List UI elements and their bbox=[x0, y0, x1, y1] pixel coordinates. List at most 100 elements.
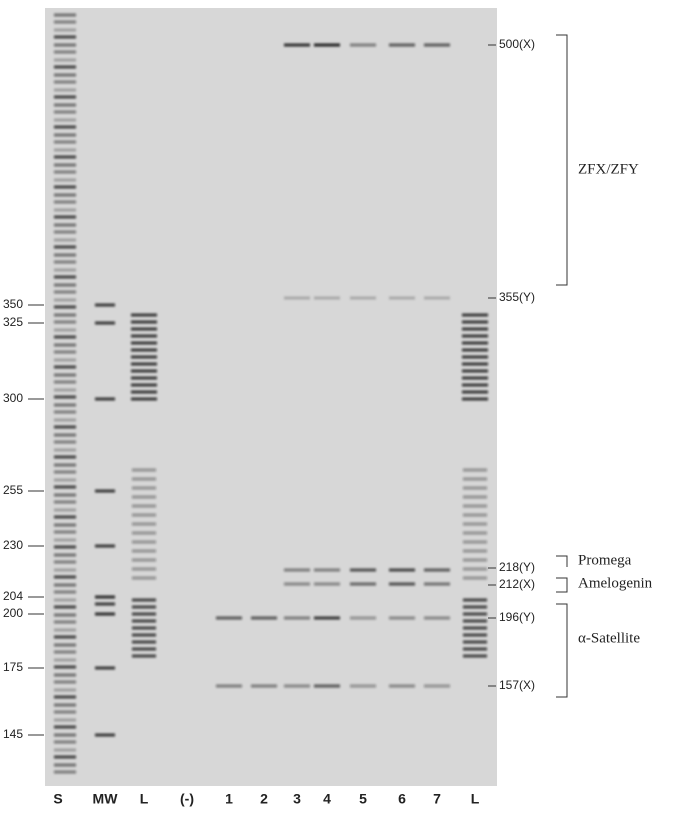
band bbox=[54, 335, 76, 339]
band bbox=[131, 369, 157, 373]
band bbox=[463, 654, 487, 658]
band bbox=[95, 595, 115, 599]
band bbox=[54, 238, 76, 242]
band bbox=[54, 275, 76, 279]
band bbox=[54, 575, 76, 579]
band bbox=[95, 397, 115, 401]
band bbox=[424, 684, 450, 688]
brackets bbox=[556, 34, 568, 698]
band-label: 355(Y) bbox=[499, 290, 535, 304]
band bbox=[54, 628, 76, 632]
band bbox=[462, 369, 488, 373]
band bbox=[54, 140, 76, 144]
band bbox=[54, 230, 76, 234]
band bbox=[132, 598, 156, 602]
band bbox=[350, 568, 376, 572]
band bbox=[54, 410, 76, 414]
band bbox=[132, 531, 156, 535]
band bbox=[132, 468, 156, 472]
band bbox=[131, 362, 157, 366]
band bbox=[132, 477, 156, 481]
band bbox=[95, 544, 115, 548]
band bbox=[132, 654, 156, 658]
band bbox=[131, 341, 157, 345]
band bbox=[132, 540, 156, 544]
lane-label: L bbox=[471, 791, 480, 807]
band bbox=[462, 334, 488, 338]
band bbox=[54, 43, 76, 47]
band bbox=[251, 616, 277, 620]
band-label: 500(X) bbox=[499, 37, 535, 51]
band bbox=[54, 605, 76, 609]
band bbox=[131, 334, 157, 338]
band bbox=[95, 733, 115, 737]
band bbox=[389, 616, 415, 620]
band bbox=[54, 200, 76, 204]
band bbox=[463, 605, 487, 609]
band bbox=[424, 568, 450, 572]
size-marker-label: 145 bbox=[3, 727, 23, 741]
band bbox=[424, 43, 450, 47]
band bbox=[54, 133, 76, 137]
band bbox=[54, 388, 76, 392]
band bbox=[284, 616, 310, 620]
band bbox=[54, 148, 76, 152]
band bbox=[463, 486, 487, 490]
band bbox=[54, 725, 76, 729]
band-label: 157(X) bbox=[499, 678, 535, 692]
gel bbox=[45, 8, 497, 786]
band bbox=[131, 355, 157, 359]
band bbox=[131, 320, 157, 324]
band bbox=[54, 73, 76, 77]
band bbox=[54, 523, 76, 527]
lane-label: S bbox=[53, 791, 62, 807]
band-label: 218(Y) bbox=[499, 560, 535, 574]
band bbox=[54, 350, 76, 354]
band bbox=[54, 88, 76, 92]
band bbox=[54, 493, 76, 497]
band bbox=[132, 495, 156, 499]
band bbox=[54, 358, 76, 362]
band bbox=[54, 620, 76, 624]
band bbox=[54, 95, 76, 99]
band bbox=[54, 373, 76, 377]
band bbox=[54, 58, 76, 62]
band bbox=[95, 303, 115, 307]
band bbox=[54, 680, 76, 684]
band bbox=[462, 327, 488, 331]
band bbox=[131, 327, 157, 331]
band bbox=[54, 478, 76, 482]
size-marker-label: 350 bbox=[3, 297, 23, 311]
band bbox=[462, 355, 488, 359]
band bbox=[131, 313, 157, 317]
band bbox=[54, 28, 76, 32]
band bbox=[54, 365, 76, 369]
band bbox=[54, 740, 76, 744]
band bbox=[463, 619, 487, 623]
band bbox=[95, 612, 115, 616]
band bbox=[54, 448, 76, 452]
band bbox=[54, 260, 76, 264]
band bbox=[54, 463, 76, 467]
band bbox=[54, 163, 76, 167]
band bbox=[314, 296, 340, 300]
band bbox=[463, 549, 487, 553]
size-marker-label: 204 bbox=[3, 589, 23, 603]
band bbox=[389, 296, 415, 300]
band bbox=[54, 695, 76, 699]
band bbox=[350, 616, 376, 620]
band bbox=[54, 733, 76, 737]
band bbox=[54, 403, 76, 407]
band bbox=[389, 43, 415, 47]
size-marker-label: 255 bbox=[3, 483, 23, 497]
band bbox=[463, 522, 487, 526]
band bbox=[462, 348, 488, 352]
band bbox=[132, 647, 156, 651]
band bbox=[350, 684, 376, 688]
band bbox=[54, 313, 76, 317]
band bbox=[251, 684, 277, 688]
band bbox=[284, 582, 310, 586]
band bbox=[54, 433, 76, 437]
band bbox=[132, 504, 156, 508]
band bbox=[54, 118, 76, 122]
